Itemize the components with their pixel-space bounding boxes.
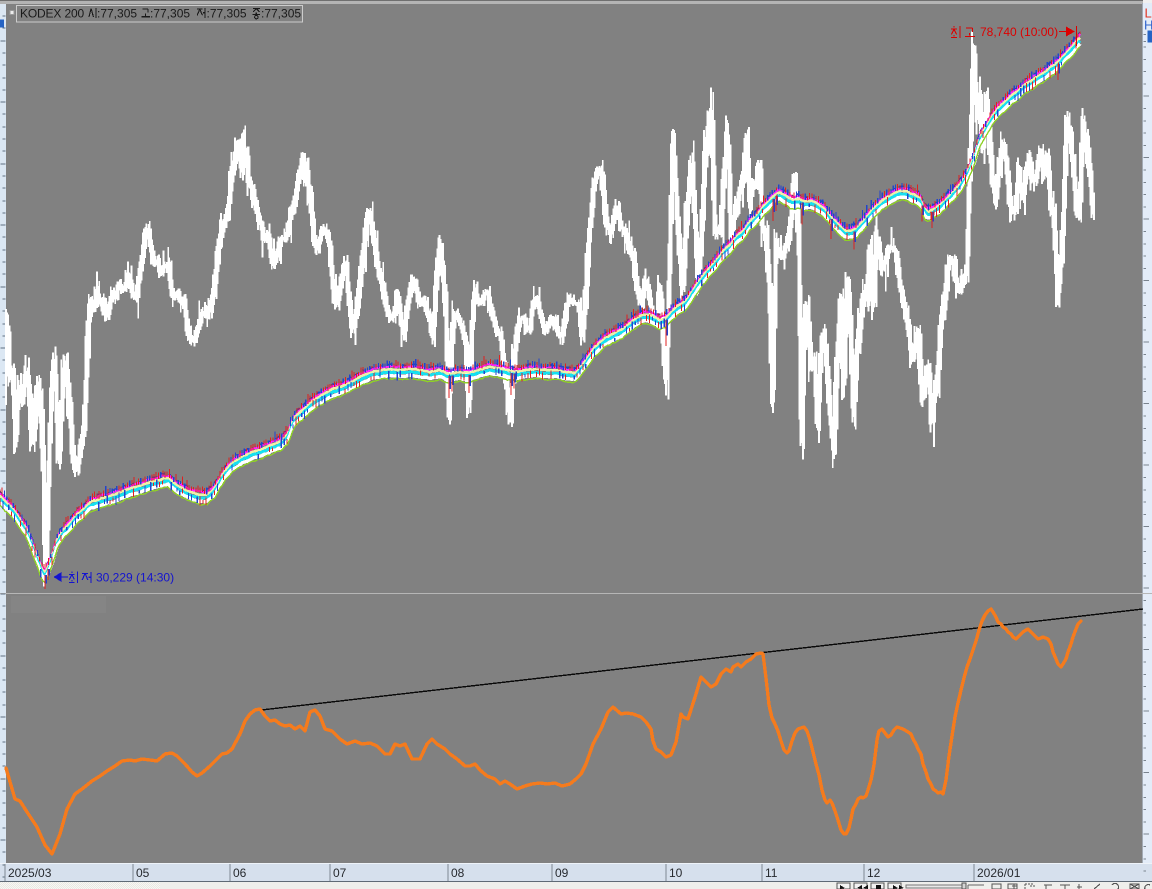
svg-text:10: 10 [669, 866, 683, 880]
svg-text:08: 08 [451, 866, 465, 880]
svg-text:30,229 (14:30): 30,229 (14:30) [96, 571, 174, 585]
svg-text:H: H [1144, 18, 1152, 33]
svg-text:78,740 (10:00): 78,740 (10:00) [980, 25, 1058, 39]
svg-text:KODEX 200: KODEX 200 [20, 7, 84, 21]
svg-text:12: 12 [867, 866, 881, 880]
svg-text:05: 05 [136, 866, 150, 880]
svg-text:09: 09 [555, 866, 569, 880]
svg-text:2026/01: 2026/01 [977, 866, 1021, 880]
svg-text:11: 11 [765, 866, 778, 880]
svg-text::77,305: :77,305 [261, 7, 301, 21]
svg-text:2025/03: 2025/03 [8, 866, 52, 880]
svg-text::77,305: :77,305 [97, 7, 137, 21]
svg-text:07: 07 [333, 866, 347, 880]
svg-text::77,305: :77,305 [207, 7, 247, 21]
svg-text::77,305: :77,305 [150, 7, 190, 21]
svg-text:06: 06 [233, 866, 247, 880]
svg-text:L: L [1145, 6, 1152, 21]
